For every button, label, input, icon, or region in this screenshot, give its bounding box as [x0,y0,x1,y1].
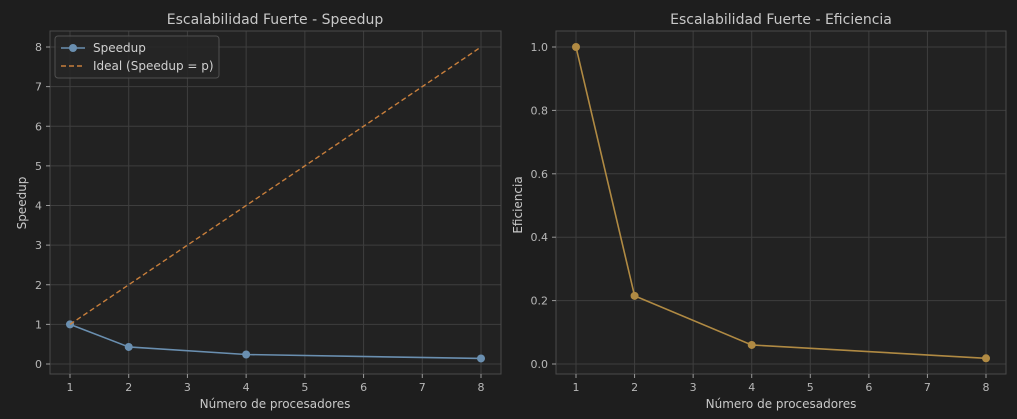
speedup-x-tick-label: 4 [243,381,250,394]
efficiency-plot-frame [555,30,1007,375]
speedup-x-tick-label: 8 [478,381,485,394]
efficiency-y-tick-label: 1.0 [531,41,549,54]
speedup-y-tick-label: 8 [35,41,42,54]
efficiency-x-tick-label: 6 [865,381,872,394]
efficiency-y-tick-label: 0.8 [531,104,549,117]
speedup-x-tick-label: 7 [419,381,426,394]
speedup-y-tick-label: 1 [35,318,42,331]
efficiency-grid [556,31,1006,374]
efficiency-data-point [630,291,639,300]
speedup-plot-area [50,31,501,374]
legend-ideal-label: Ideal (Speedup = p) [93,59,214,73]
efficiency-y-axis-label: Eficiencia [511,176,525,233]
efficiency-x-tick-label: 8 [983,381,990,394]
efficiency-x-tick-label: 5 [807,381,814,394]
speedup-y-tick-label: 6 [35,120,42,133]
efficiency-x-tick-label: 7 [924,381,931,394]
speedup-y-axis-label: Speedup [15,177,29,230]
speedup-y-tick-label: 2 [35,279,42,292]
efficiency-x-axis-label: Número de procesadores [706,397,857,411]
efficiency-x-tick-label: 2 [631,381,638,394]
speedup-ticks: 1 2 3 4 5 6 7 8 0 1 2 3 4 5 6 7 8 [35,41,485,394]
legend-speedup-marker-icon [69,44,77,52]
speedup-legend: Speedup Ideal (Speedup = p) [54,35,220,79]
efficiency-data-point [982,354,990,363]
speedup-y-tick-label: 3 [35,239,42,252]
efficiency-data-point [572,43,580,51]
speedup-series-line-0 [69,323,482,360]
speedup-x-tick-label: 3 [184,381,191,394]
speedup-series-line-1 [69,46,482,325]
efficiency-ticks: 1 2 3 4 5 6 7 8 0.0 0.2 0.4 0.6 0.8 1.0 [531,41,990,394]
legend-box [54,35,220,79]
speedup-x-tick-label: 2 [125,381,132,394]
speedup-data-point [242,350,251,359]
speedup-x-tick-label: 1 [67,381,74,394]
efficiency-plot-area [556,31,1006,374]
speedup-y-tick-label: 4 [35,200,42,213]
efficiency-series-line-0 [575,46,987,360]
efficiency-y-tick-label: 0.4 [531,231,549,244]
speedup-y-tick-label: 0 [35,358,42,371]
speedup-chart-title: Escalabilidad Fuerte - Speedup [167,12,384,28]
efficiency-chart-title: Escalabilidad Fuerte - Eficiencia [670,12,892,28]
speedup-data-point [477,354,485,363]
speedup-grid [50,31,501,374]
speedup-y-tick-label: 5 [35,160,42,173]
speedup-data-point [124,342,133,351]
speedup-plot-frame [49,30,502,375]
speedup-x-axis-label: Número de procesadores [200,397,351,411]
efficiency-x-tick-label: 4 [748,381,755,394]
efficiency-y-tick-label: 0.6 [531,168,549,181]
legend-speedup-label: Speedup [93,41,146,55]
efficiency-data-point [747,340,756,349]
efficiency-x-tick-label: 3 [690,381,697,394]
efficiency-chart: 1 2 3 4 5 6 7 8 0.0 0.2 0.4 0.6 0.8 1.0 Escalabilidad… [511,12,1007,411]
speedup-x-tick-label: 6 [360,381,367,394]
speedup-x-tick-label: 5 [301,381,308,394]
efficiency-x-tick-label: 1 [573,381,580,394]
efficiency-y-tick-label: 0.2 [531,295,549,308]
speedup-y-tick-label: 7 [35,81,42,94]
speedup-series-group [66,46,485,363]
efficiency-series-group [572,43,990,363]
efficiency-y-tick-label: 0.0 [531,358,549,371]
speedup-chart: 1 2 3 4 5 6 7 8 0 1 2 3 4 5 6 7 8 Escalabilidad Fuerte -… [15,12,502,411]
